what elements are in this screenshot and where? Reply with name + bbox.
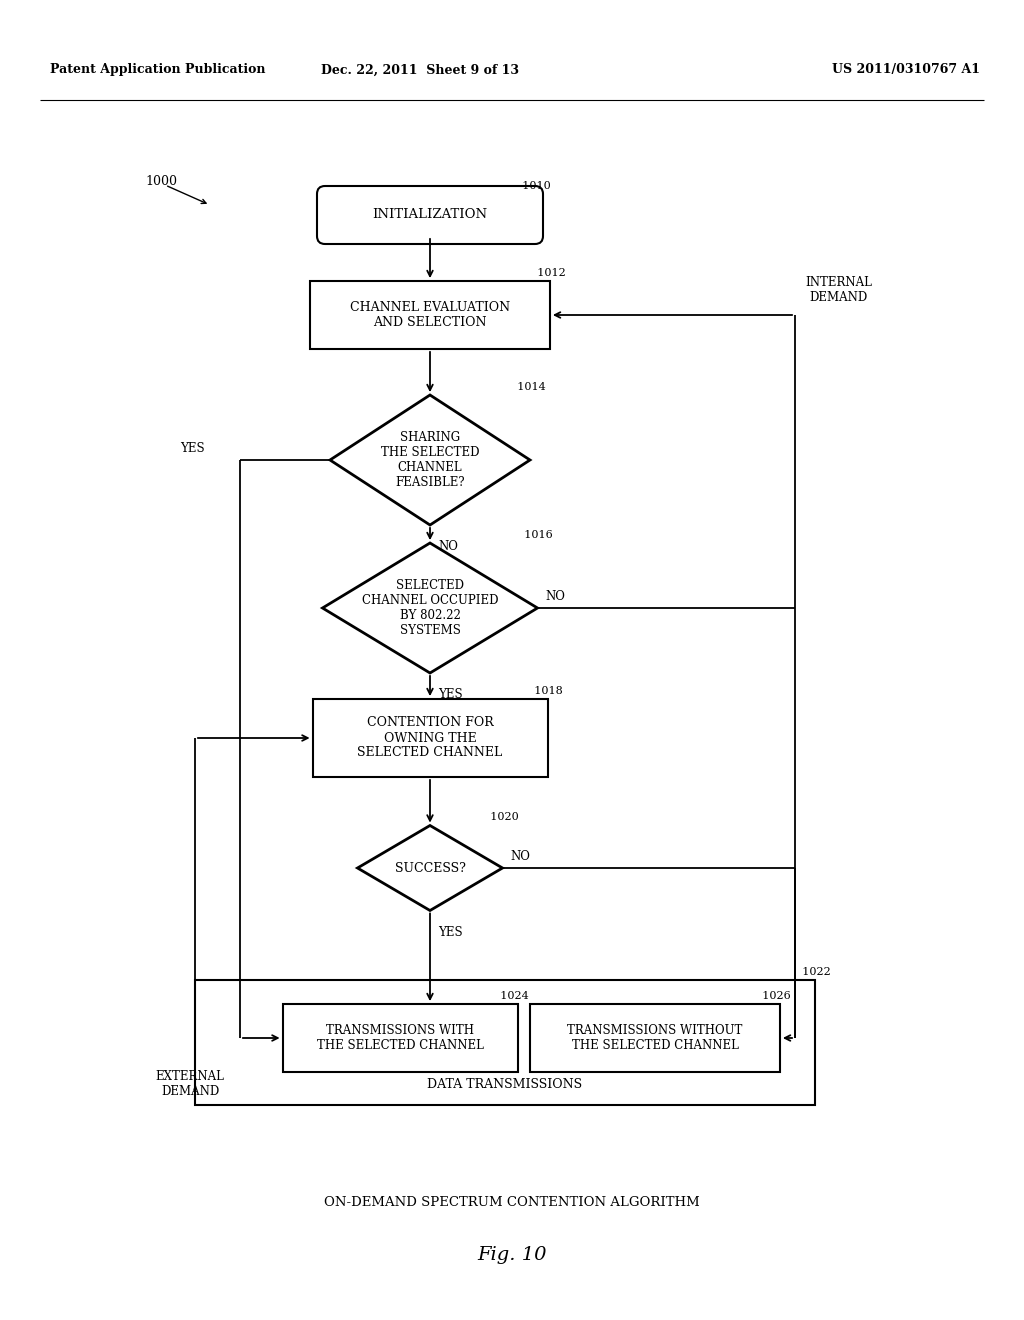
Text: YES: YES [438, 925, 463, 939]
Bar [310, 281, 550, 348]
Text: NO: NO [511, 850, 530, 863]
Text: CHANNEL EVALUATION
AND SELECTION: CHANNEL EVALUATION AND SELECTION [350, 301, 510, 329]
Text: 1026: 1026 [760, 991, 791, 1001]
Text: 1016: 1016 [522, 531, 553, 540]
Text: DATA TRANSMISSIONS: DATA TRANSMISSIONS [427, 1078, 583, 1092]
Text: YES: YES [180, 442, 205, 455]
Polygon shape [330, 395, 530, 525]
Text: Dec. 22, 2011  Sheet 9 of 13: Dec. 22, 2011 Sheet 9 of 13 [321, 63, 519, 77]
Text: INTERNAL
DEMAND: INTERNAL DEMAND [805, 276, 871, 304]
Text: 1022: 1022 [800, 968, 830, 977]
Text: 1018: 1018 [532, 686, 563, 696]
Bar [312, 700, 548, 777]
Text: NO: NO [546, 590, 565, 603]
Polygon shape [357, 825, 503, 911]
Bar [195, 979, 815, 1105]
Text: YES: YES [438, 688, 463, 701]
Text: SHARING
THE SELECTED
CHANNEL
FEASIBLE?: SHARING THE SELECTED CHANNEL FEASIBLE? [381, 432, 479, 488]
Polygon shape [323, 543, 538, 673]
Text: US 2011/0310767 A1: US 2011/0310767 A1 [831, 63, 980, 77]
Text: NO: NO [438, 540, 458, 553]
Text: SELECTED
CHANNEL OCCUPIED
BY 802.22
SYSTEMS: SELECTED CHANNEL OCCUPIED BY 802.22 SYST… [361, 579, 499, 638]
Bar [530, 1005, 780, 1072]
Text: 1020: 1020 [487, 813, 518, 822]
Text: 1024: 1024 [498, 991, 528, 1001]
FancyBboxPatch shape [317, 186, 543, 244]
Text: TRANSMISSIONS WITH
THE SELECTED CHANNEL: TRANSMISSIONS WITH THE SELECTED CHANNEL [316, 1024, 483, 1052]
Text: ON-DEMAND SPECTRUM CONTENTION ALGORITHM: ON-DEMAND SPECTRUM CONTENTION ALGORITHM [325, 1196, 699, 1209]
Text: 1000: 1000 [145, 176, 177, 187]
Text: SUCCESS?: SUCCESS? [394, 862, 466, 874]
Text: 1014: 1014 [515, 381, 546, 392]
Text: TRANSMISSIONS WITHOUT
THE SELECTED CHANNEL: TRANSMISSIONS WITHOUT THE SELECTED CHANN… [567, 1024, 742, 1052]
Text: 1012: 1012 [535, 268, 565, 279]
Bar [283, 1005, 517, 1072]
Text: 1010: 1010 [520, 181, 551, 191]
Text: INITIALIZATION: INITIALIZATION [373, 209, 487, 222]
Text: Fig. 10: Fig. 10 [477, 1246, 547, 1265]
Text: EXTERNAL
DEMAND: EXTERNAL DEMAND [156, 1071, 224, 1098]
Text: Patent Application Publication: Patent Application Publication [50, 63, 265, 77]
Text: CONTENTION FOR
OWNING THE
SELECTED CHANNEL: CONTENTION FOR OWNING THE SELECTED CHANN… [357, 717, 503, 759]
